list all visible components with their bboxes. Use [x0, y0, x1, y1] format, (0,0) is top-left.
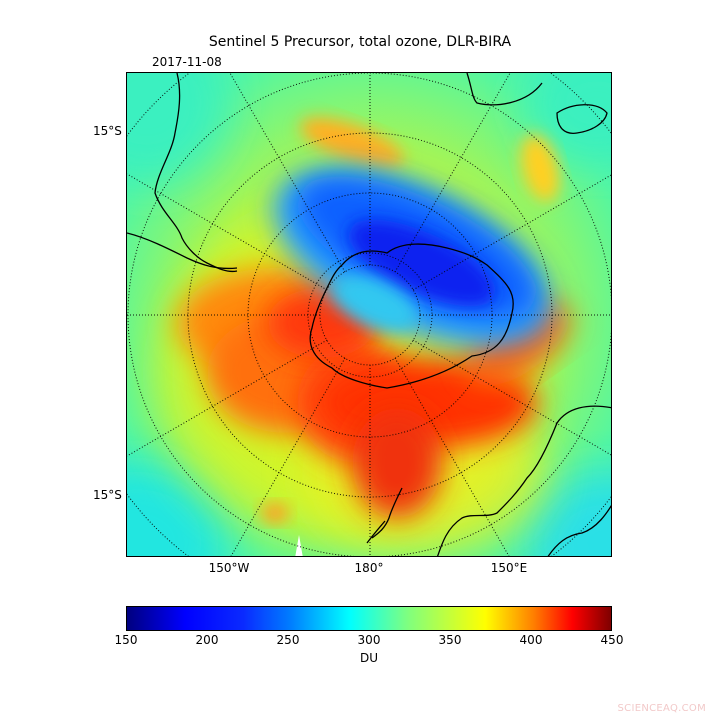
colorbar: [126, 606, 612, 631]
colorbar-tick-350: 350: [438, 633, 462, 647]
lat-label-top: 15°S: [93, 124, 122, 138]
coastlines: [127, 73, 611, 556]
colorbar-tick-200: 200: [195, 633, 219, 647]
ozone-field: [127, 73, 611, 556]
figure-title: Sentinel 5 Precursor, total ozone, DLR-B…: [208, 34, 512, 50]
lon-label-180: 180°: [354, 561, 384, 575]
watermark: SCIENCEAQ.COM: [617, 703, 706, 714]
colorbar-tick-250: 250: [276, 633, 300, 647]
colorbar-tick-450: 450: [600, 633, 624, 647]
colorbar-unit-label: DU: [359, 651, 379, 665]
colorbar-tick-300: 300: [357, 633, 381, 647]
lon-label-150e: 150°E: [490, 561, 528, 575]
lat-label-bottom: 15°S: [93, 488, 122, 502]
colorbar-tick-150: 150: [114, 633, 138, 647]
lon-label-150w: 150°W: [208, 561, 250, 575]
colorbar-tick-400: 400: [519, 633, 543, 647]
date-label: 2017-11-08: [152, 55, 222, 69]
graticule: [127, 73, 611, 556]
ozone-map: [126, 72, 612, 557]
